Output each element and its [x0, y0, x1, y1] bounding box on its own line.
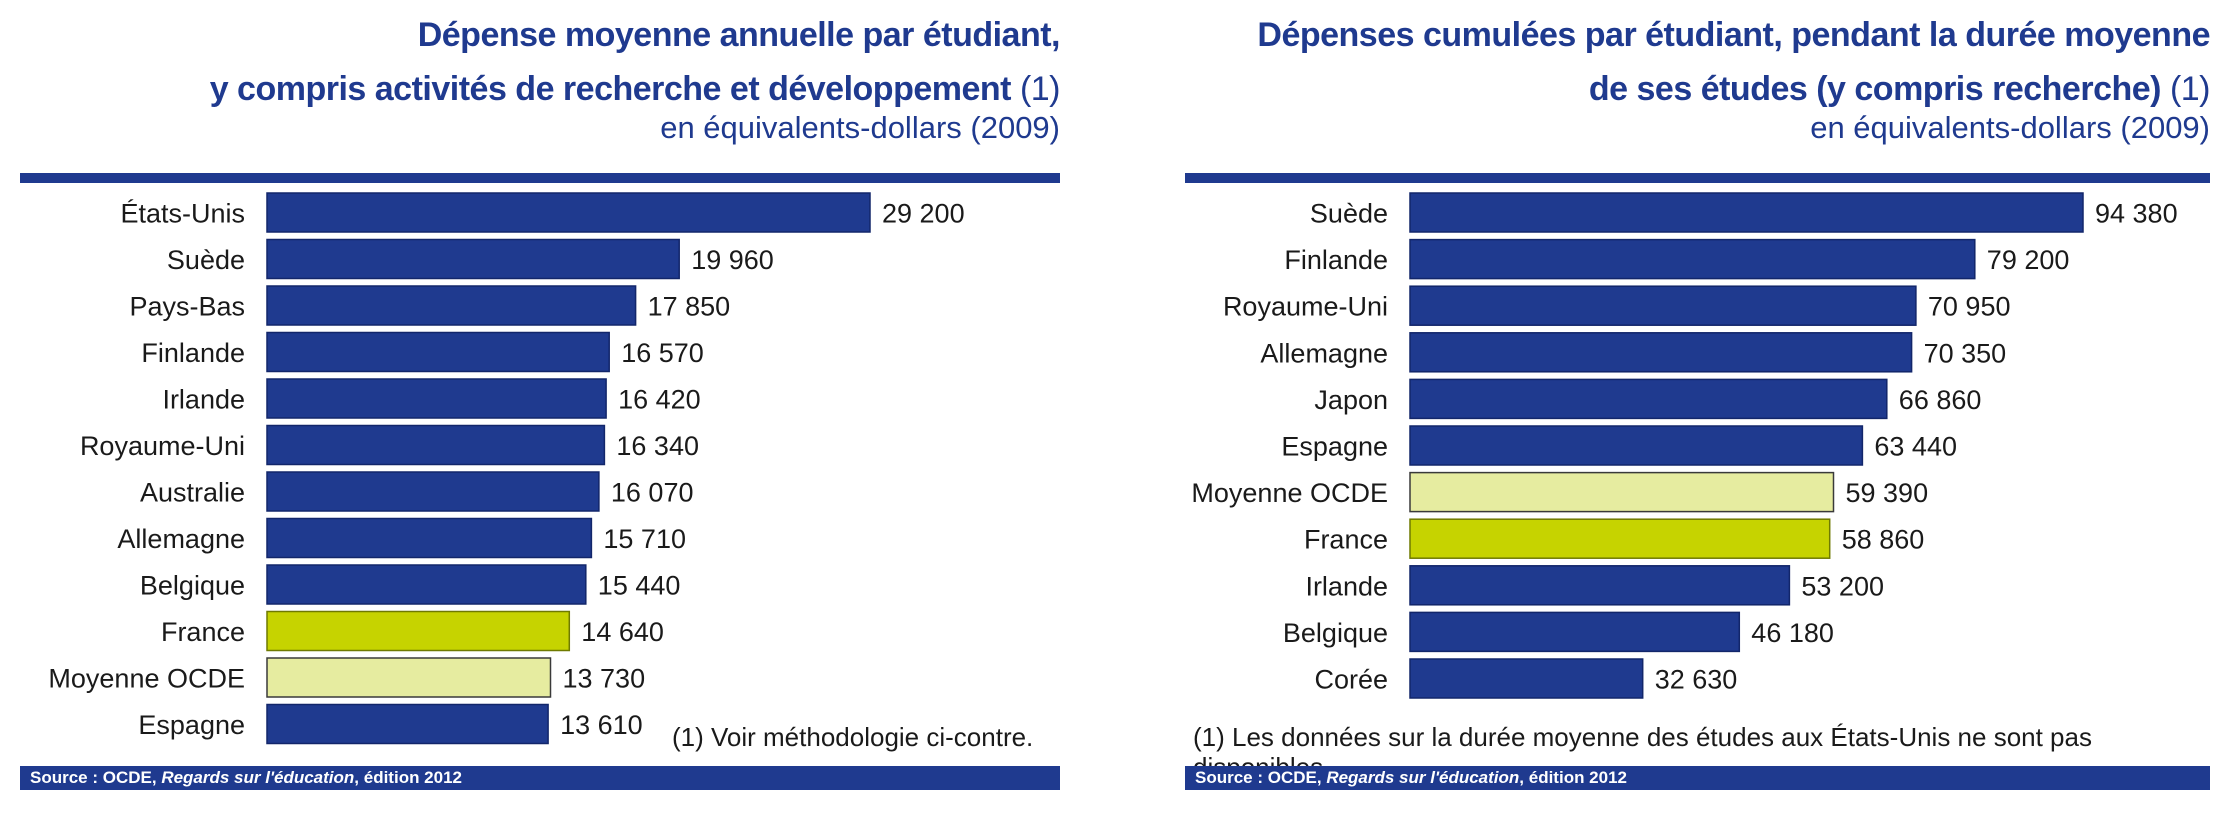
value-label: 70 950 — [1928, 292, 2011, 322]
bar-chart-annual: États-Unis 29 200 Suède 19 960 Pays-Bas 17 85… — [20, 190, 1060, 760]
value-label: 17 850 — [648, 292, 731, 322]
value-label: 66 860 — [1899, 385, 1982, 415]
chart-title-line2-text: y compris activités de recherche et déve… — [209, 70, 1012, 108]
bar — [1409, 471, 1835, 513]
source-publication: Regards sur l'éducation — [1326, 768, 1520, 787]
bar — [266, 471, 600, 512]
category-label: Australie — [140, 478, 245, 508]
bar — [266, 331, 610, 373]
bar — [266, 564, 587, 605]
bar — [1409, 332, 1913, 373]
category-label: France — [161, 617, 245, 647]
value-label: 53 200 — [1801, 571, 1884, 601]
value-label: 15 440 — [598, 571, 681, 601]
value-label: 16 570 — [621, 338, 704, 368]
value-label: 19 960 — [691, 245, 774, 275]
source-suffix: , édition 2012 — [1519, 768, 1627, 787]
bar — [266, 517, 593, 559]
bar — [1409, 192, 2084, 233]
chart-title-line2-text: de ses études (y compris recherche) — [1588, 70, 2162, 108]
chart-panel-cumulative: Dépenses cumulées par étudiant, pendant … — [1185, 0, 2211, 824]
value-label: 79 200 — [1987, 245, 2070, 275]
value-label: 59 390 — [1846, 478, 1929, 508]
top-rule — [20, 173, 1060, 183]
source-publication: Regards sur l'éducation — [161, 768, 355, 787]
source-bar: Source : OCDE, Regards sur l'éducation, … — [20, 766, 1060, 790]
bar — [1409, 378, 1888, 420]
bar — [1409, 565, 1791, 606]
category-label: États-Unis — [120, 199, 245, 229]
source-prefix: Source : OCDE, — [30, 768, 162, 787]
value-label: 32 630 — [1655, 665, 1738, 695]
bar — [1409, 238, 1976, 280]
value-label: 15 710 — [603, 524, 686, 554]
category-label: Finlande — [1284, 245, 1388, 275]
chart-title-line2: y compris activités de recherche et déve… — [209, 62, 1061, 116]
category-label: Irlande — [1305, 571, 1388, 601]
category-label: Japon — [1314, 385, 1388, 415]
chart-subtitle: en équivalents-dollars (2009) — [1810, 110, 2210, 145]
value-label: 13 730 — [563, 664, 646, 694]
value-label: 14 640 — [581, 617, 664, 647]
value-label: 29 200 — [882, 199, 965, 229]
category-label: Espagne — [138, 710, 245, 740]
value-label: 16 420 — [618, 385, 701, 415]
category-label: Suède — [1310, 199, 1388, 229]
bar-chart-svg-annual: États-Unis 29 200 Suède 19 960 Pays-Bas 17 85… — [48, 192, 965, 745]
bar — [1409, 285, 1917, 326]
bar — [266, 657, 552, 698]
category-label: Moyenne OCDE — [48, 664, 245, 694]
chart-title-line1: Dépenses cumulées par étudiant, pendant … — [1257, 16, 2210, 54]
bar — [266, 703, 549, 745]
top-rule — [1185, 173, 2210, 183]
bar — [266, 424, 606, 466]
chart-subtitle: en équivalents-dollars (2009) — [660, 110, 1060, 145]
category-label: Belgique — [1283, 618, 1388, 648]
chart-title: Dépenses cumulées par étudiant, pendant … — [1257, 8, 2210, 116]
value-label: 94 380 — [2095, 199, 2178, 229]
bar — [266, 192, 871, 233]
category-label: Suède — [167, 245, 245, 275]
bar — [1409, 518, 1831, 559]
bar — [1409, 658, 1644, 699]
value-label: 63 440 — [1874, 432, 1957, 462]
value-label: 16 070 — [611, 478, 694, 508]
value-label: 70 350 — [1924, 338, 2007, 368]
chart-panel-annual: Dépense moyenne annuelle par étudiant, y… — [20, 0, 1061, 824]
chart-footnote: (1) Voir méthodologie ci-contre. — [672, 722, 1034, 752]
value-label: 16 340 — [616, 431, 699, 461]
source-suffix: , édition 2012 — [354, 768, 462, 787]
category-label: Belgique — [140, 571, 245, 601]
bar — [266, 285, 637, 326]
chart-title: Dépense moyenne annuelle par étudiant, y… — [209, 8, 1061, 116]
category-label: Corée — [1314, 665, 1388, 695]
value-label: 46 180 — [1751, 618, 1834, 648]
category-label: France — [1304, 525, 1388, 555]
bar — [1409, 425, 1864, 466]
value-label: 58 860 — [1842, 525, 1925, 555]
bar — [266, 378, 607, 419]
bar-chart-cumulative: Suède 94 380 Finlande 79 200 Royaume-Uni 70 9… — [1185, 190, 2210, 760]
category-label: Irlande — [162, 385, 245, 415]
chart-title-line1: Dépense moyenne annuelle par étudiant, — [417, 16, 1061, 54]
value-label: 13 610 — [560, 710, 643, 740]
category-label: Royaume-Uni — [1223, 292, 1388, 322]
bar — [1409, 611, 1741, 653]
category-label: Royaume-Uni — [80, 431, 245, 461]
bar-chart-svg-cumulative: Suède 94 380 Finlande 79 200 Royaume-Uni 70 9… — [1191, 192, 2178, 699]
source-bar: Source : OCDE, Regards sur l'éducation, … — [1185, 766, 2210, 790]
category-label: Espagne — [1281, 432, 1388, 462]
bar — [266, 610, 571, 652]
category-label: Allemagne — [1260, 338, 1388, 368]
category-label: Finlande — [141, 338, 245, 368]
chart-title-line2: de ses études (y compris recherche) (1) — [1257, 62, 2211, 116]
source-prefix: Source : OCDE, — [1195, 768, 1327, 787]
category-label: Moyenne OCDE — [1191, 478, 1388, 508]
chart-title-note: (1) — [1019, 70, 1061, 108]
chart-title-note: (1) — [2169, 70, 2211, 108]
category-label: Pays-Bas — [129, 292, 245, 322]
category-label: Allemagne — [117, 524, 245, 554]
bar — [266, 238, 680, 280]
